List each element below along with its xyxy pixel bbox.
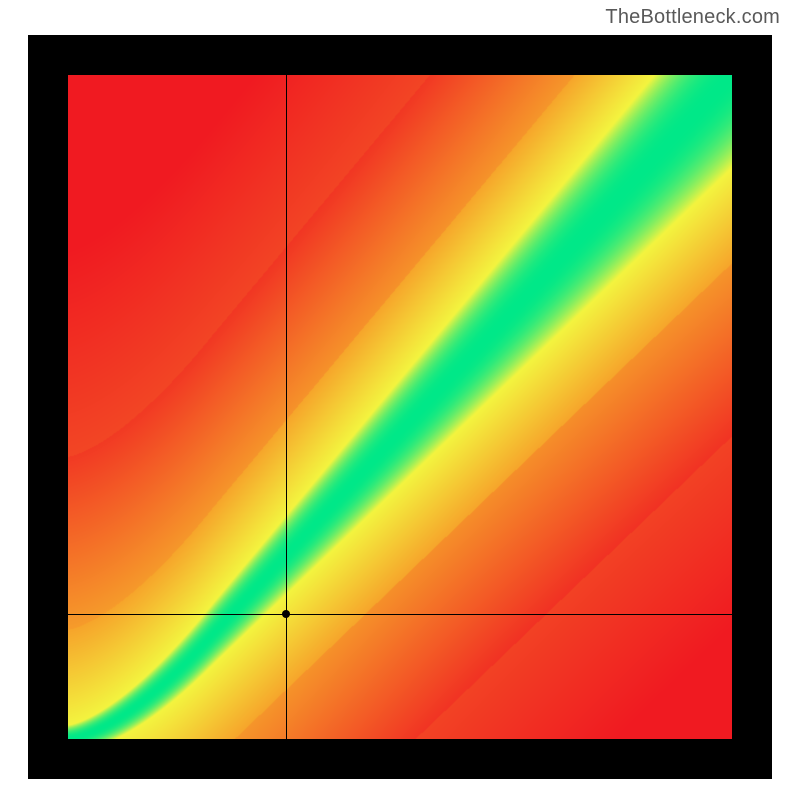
crosshair-horizontal [68,614,732,615]
bottleneck-heatmap [68,75,732,739]
plot-frame [28,35,772,779]
selection-dot [282,610,290,618]
crosshair-vertical [286,75,287,739]
watermark-text: TheBottleneck.com [605,6,780,29]
